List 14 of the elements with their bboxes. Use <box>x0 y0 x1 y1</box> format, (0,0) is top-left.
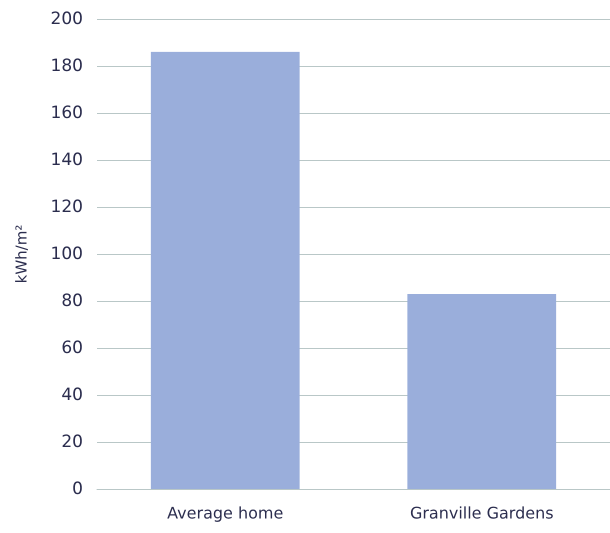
y-tick-label: 100 <box>50 244 83 264</box>
y-tick-label: 120 <box>50 197 83 217</box>
y-axis-title: kWh/m² <box>12 224 30 284</box>
y-tick-label: 140 <box>50 150 83 170</box>
y-tick-label: 160 <box>50 103 83 123</box>
y-tick-label: 180 <box>50 56 83 76</box>
y-tick-label: 200 <box>50 9 83 29</box>
y-tick-label: 60 <box>61 338 83 358</box>
y-tick-label: 0 <box>72 479 83 499</box>
x-tick-label: Average home <box>167 504 284 522</box>
y-tick-label: 40 <box>61 385 83 405</box>
y-tick-label: 80 <box>61 291 83 311</box>
y-tick-label: 20 <box>61 432 83 452</box>
x-tick-label: Granville Gardens <box>410 504 554 522</box>
